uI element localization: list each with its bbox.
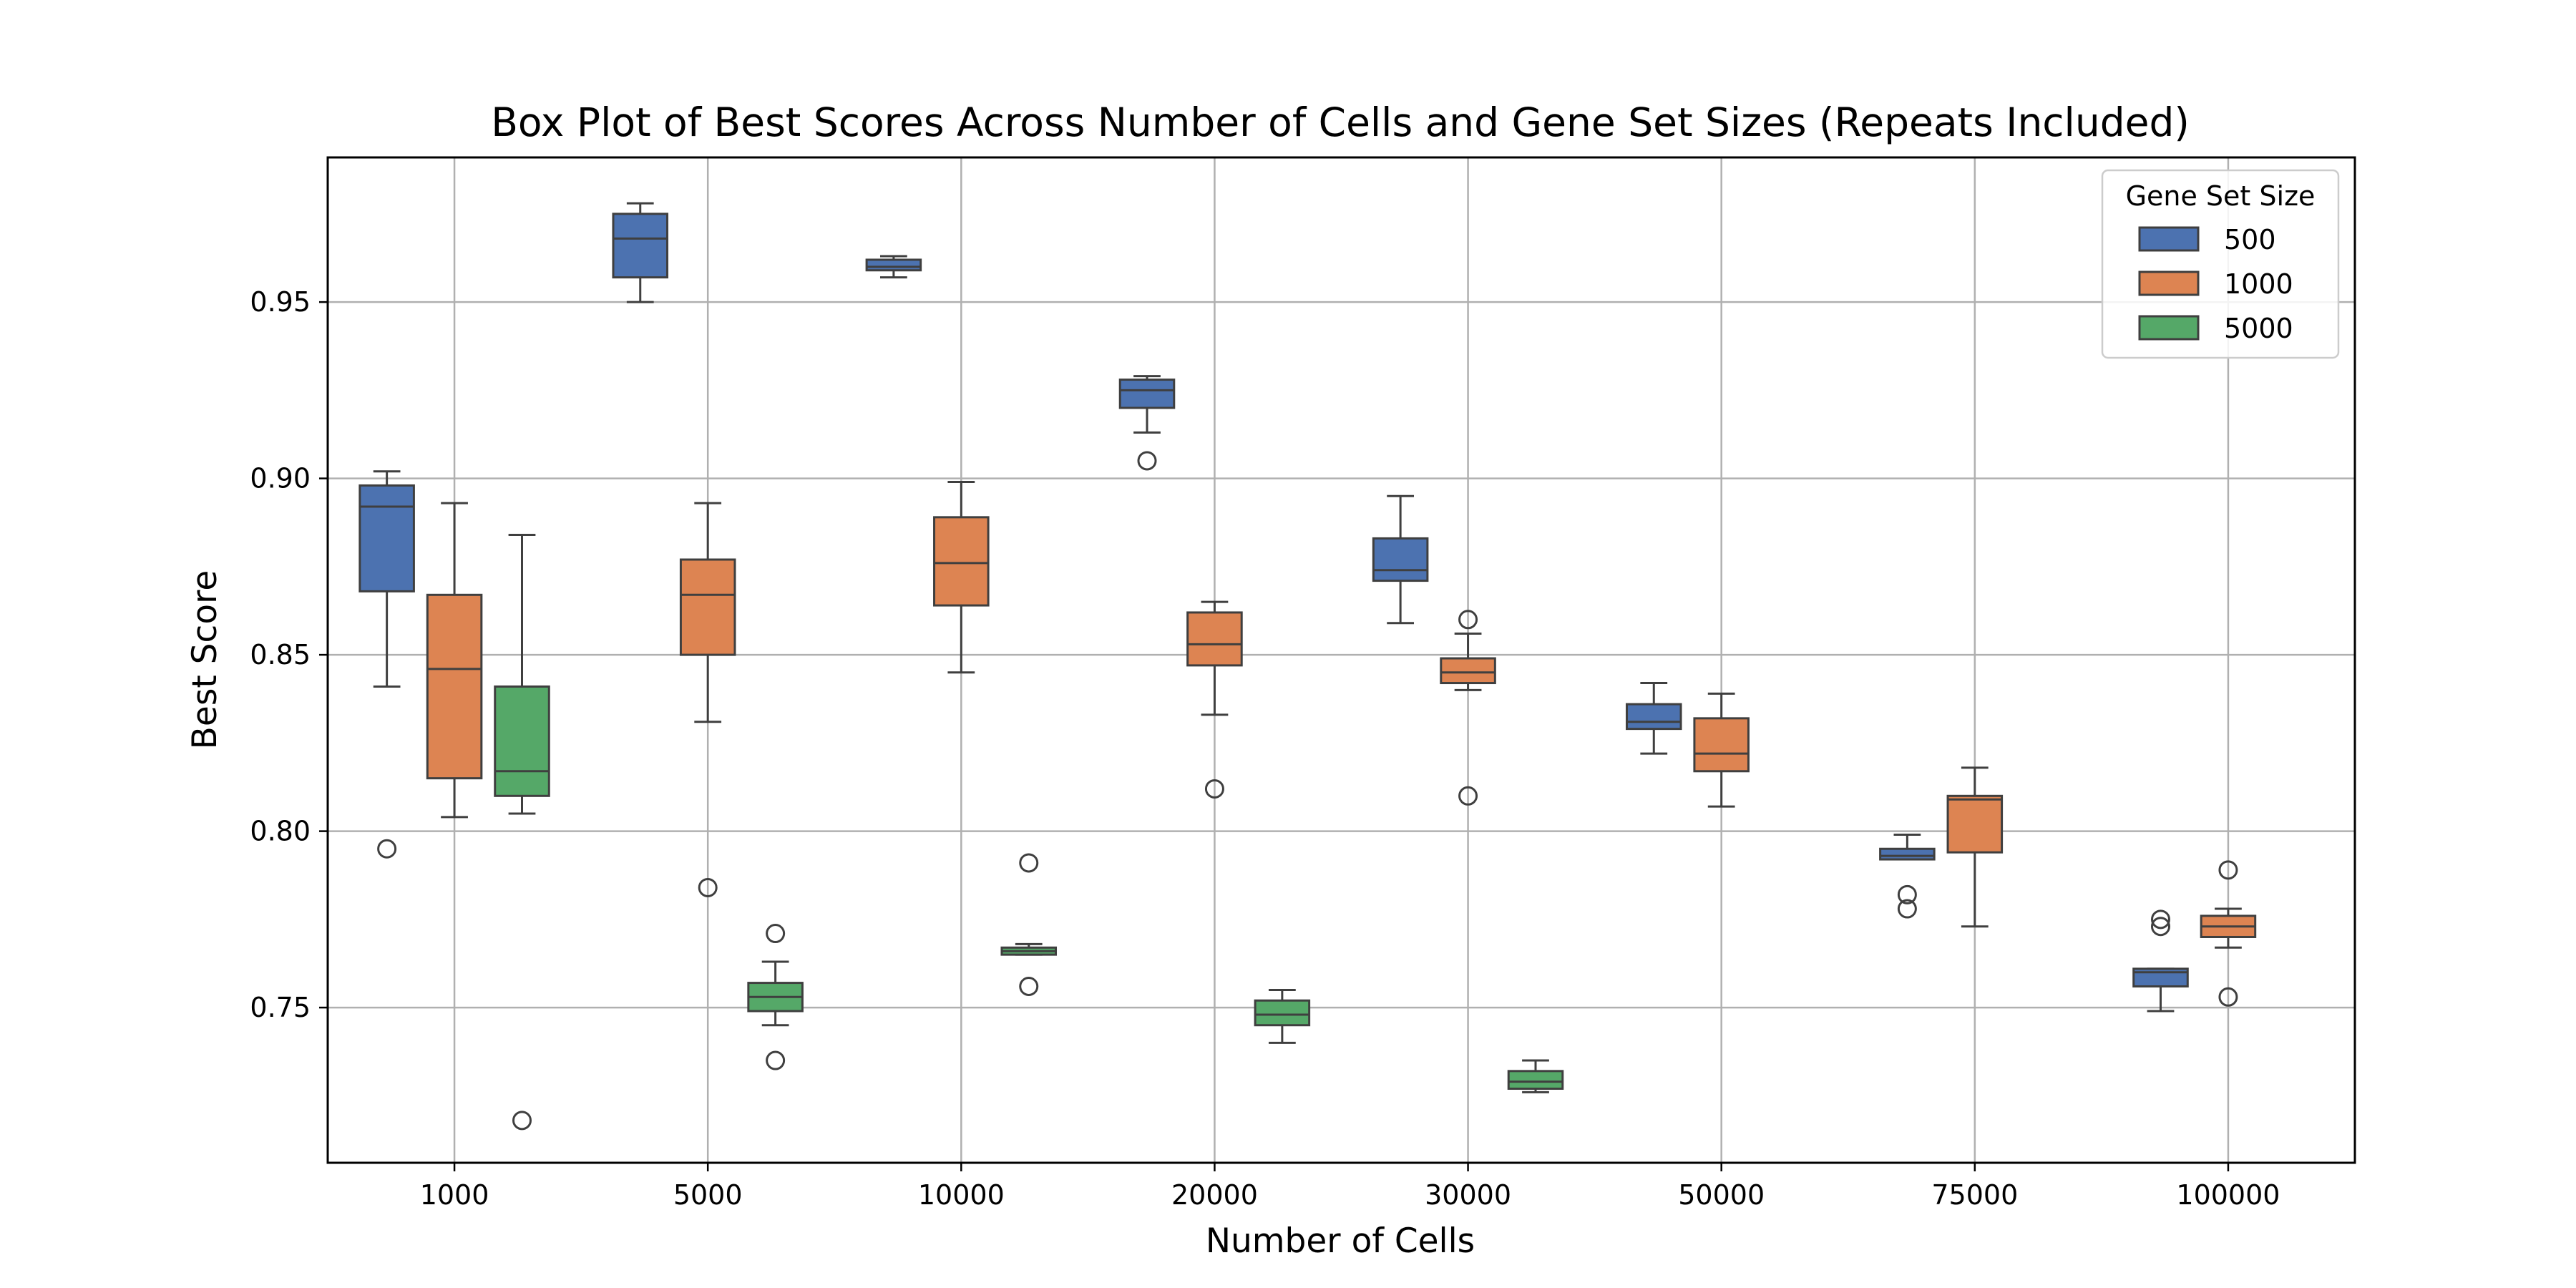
box-1000-50000 bbox=[1693, 692, 1750, 808]
legend-label-500: 500 bbox=[2224, 224, 2276, 255]
x-tick-label: 5000 bbox=[673, 1179, 743, 1211]
outlier-point bbox=[1019, 853, 1039, 873]
box-body bbox=[1879, 847, 1936, 861]
box-500-20000 bbox=[1118, 375, 1176, 471]
legend-swatch-500 bbox=[2138, 226, 2200, 252]
box-body bbox=[1625, 703, 1682, 731]
x-tick-label: 75000 bbox=[1931, 1179, 2018, 1211]
box-500-75000 bbox=[1879, 834, 1936, 919]
box-1000-5000 bbox=[679, 502, 736, 897]
y-tick-label: 0.85 bbox=[250, 639, 311, 670]
legend-swatch-5000 bbox=[2138, 315, 2200, 341]
box-body bbox=[933, 516, 990, 607]
y-tick-label: 0.80 bbox=[250, 816, 311, 847]
box-500-30000 bbox=[1372, 494, 1429, 625]
box-body bbox=[1118, 379, 1176, 409]
legend: Gene Set Size 500 1000 5000 bbox=[2101, 169, 2340, 359]
box-500-50000 bbox=[1625, 682, 1682, 755]
box-body bbox=[612, 213, 669, 279]
x-tick-label: 1000 bbox=[420, 1179, 489, 1211]
outlier-point bbox=[2218, 987, 2238, 1007]
box-500-100000 bbox=[2132, 909, 2189, 1013]
axis-ticks: 1000 5000 10000 20000 30000 50000 75000 100000 0… bbox=[250, 286, 2280, 1211]
outlier-point bbox=[1897, 899, 1917, 919]
outlier-point bbox=[766, 1050, 786, 1070]
outlier-point bbox=[1204, 779, 1224, 799]
box-body bbox=[679, 558, 736, 656]
legend-label-1000: 1000 bbox=[2224, 268, 2293, 300]
outlier-point bbox=[1019, 977, 1039, 997]
outlier-point bbox=[2151, 909, 2171, 930]
plot-area-frame bbox=[326, 156, 2356, 1164]
box-body bbox=[426, 593, 483, 780]
box-5000-20000 bbox=[1254, 988, 1311, 1044]
x-tick-label: 100000 bbox=[2176, 1179, 2280, 1211]
y-tick-label: 0.95 bbox=[250, 286, 311, 318]
box-body bbox=[1440, 657, 1496, 685]
box-5000-30000 bbox=[1507, 1059, 1564, 1093]
y-tick-label: 0.75 bbox=[250, 992, 311, 1023]
box-body bbox=[494, 685, 550, 797]
box-1000-30000 bbox=[1440, 610, 1496, 806]
outlier-point bbox=[1897, 884, 1917, 904]
box-1000-75000 bbox=[1946, 766, 2004, 928]
box-series-layer bbox=[358, 202, 2257, 1131]
outlier-point bbox=[512, 1111, 532, 1131]
outlier-point bbox=[698, 877, 718, 897]
legend-frame bbox=[2101, 169, 2340, 359]
outlier-point bbox=[766, 924, 786, 944]
outlier-point bbox=[377, 839, 397, 859]
outlier-point bbox=[1137, 451, 1157, 471]
box-500-5000 bbox=[612, 202, 669, 303]
legend-label-5000: 5000 bbox=[2224, 313, 2293, 344]
legend-swatch-1000 bbox=[2138, 270, 2200, 296]
box-5000-1000 bbox=[494, 533, 550, 1131]
outlier-point bbox=[1458, 610, 1478, 630]
box-5000-5000 bbox=[747, 924, 804, 1070]
box-1000-10000 bbox=[933, 481, 990, 674]
x-tick-label: 50000 bbox=[1678, 1179, 1765, 1211]
box-1000-100000 bbox=[2200, 860, 2257, 1007]
box-500-10000 bbox=[865, 255, 922, 279]
x-tick-label: 30000 bbox=[1425, 1179, 1511, 1211]
x-axis-label: Number of Cells bbox=[1206, 1221, 1475, 1261]
outlier-point bbox=[2151, 917, 2171, 937]
box-body bbox=[1507, 1070, 1564, 1090]
chart-title: Box Plot of Best Scores Across Number of… bbox=[491, 99, 2190, 145]
box-body bbox=[1186, 611, 1243, 667]
outlier-point bbox=[1458, 786, 1478, 806]
box-1000-20000 bbox=[1186, 600, 1243, 799]
box-body bbox=[1254, 999, 1311, 1027]
box-body bbox=[1693, 717, 1750, 773]
box-body bbox=[865, 258, 922, 272]
box-body bbox=[1946, 794, 2004, 854]
box-500-1000 bbox=[358, 470, 415, 859]
y-tick-label: 0.90 bbox=[250, 463, 311, 494]
box-body bbox=[1372, 537, 1429, 582]
box-1000-1000 bbox=[426, 502, 483, 819]
outlier-point bbox=[2218, 860, 2238, 880]
x-tick-label: 10000 bbox=[918, 1179, 1005, 1211]
box-body bbox=[358, 484, 415, 592]
legend-title: Gene Set Size bbox=[2126, 180, 2316, 212]
box-5000-10000 bbox=[1000, 853, 1058, 997]
x-tick-label: 20000 bbox=[1171, 1179, 1258, 1211]
y-axis-label: Best Score bbox=[185, 570, 225, 750]
